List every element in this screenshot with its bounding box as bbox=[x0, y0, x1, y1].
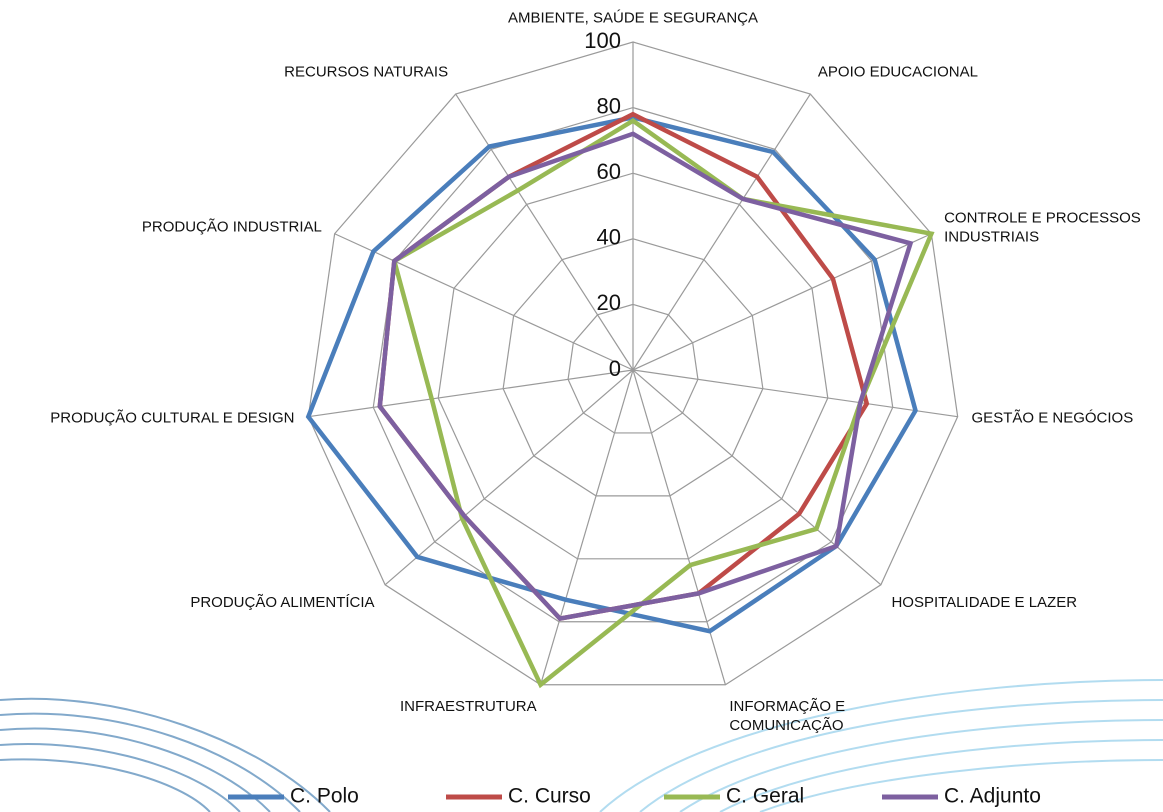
category-label: AMBIENTE, SAÚDE E SEGURANÇA bbox=[508, 9, 758, 28]
category-label: GESTÃO E NEGÓCIOS bbox=[972, 409, 1134, 428]
spoke bbox=[308, 370, 633, 417]
legend-label: C. Geral bbox=[726, 785, 804, 808]
series-line bbox=[380, 134, 911, 619]
tick-label: 100 bbox=[584, 28, 621, 53]
series-line bbox=[380, 114, 867, 618]
tick-label: 40 bbox=[597, 225, 621, 250]
page: {"chart_data": {"type": "radar", "catego… bbox=[0, 0, 1163, 812]
category-label: RECURSOS NATURAIS bbox=[284, 64, 448, 83]
tick-label: 0 bbox=[609, 356, 621, 381]
legend-label: C. Adjunto bbox=[944, 785, 1041, 808]
category-label: APOIO EDUCACIONAL bbox=[818, 64, 978, 83]
tick-label: 20 bbox=[597, 290, 621, 315]
spoke bbox=[541, 370, 633, 685]
spoke bbox=[633, 94, 810, 370]
category-label: INFORMAÇÃO E COMUNICAÇÃO bbox=[729, 698, 959, 736]
legend-label: C. Curso bbox=[508, 785, 591, 808]
legend-label: C. Polo bbox=[290, 785, 359, 808]
category-label: INFRAESTRUTURA bbox=[400, 698, 537, 717]
category-label: PRODUÇÃO INDUSTRIAL bbox=[142, 219, 322, 238]
chart: 0 20 40 60 80 100 C. Polo C. Curso C. Geral C. Ad… bbox=[0, 0, 1163, 812]
category-label: CONTROLE E PROCESSOS INDUSTRIAIS bbox=[944, 209, 1163, 247]
tick-label: 80 bbox=[597, 93, 621, 118]
category-label: PRODUÇÃO CULTURAL E DESIGN bbox=[50, 409, 294, 428]
tick-label: 60 bbox=[597, 159, 621, 184]
spoke bbox=[633, 370, 725, 685]
category-label: HOSPITALIDADE E LAZER bbox=[891, 594, 1077, 613]
category-label: PRODUÇÃO ALIMENTÍCIA bbox=[190, 594, 374, 613]
